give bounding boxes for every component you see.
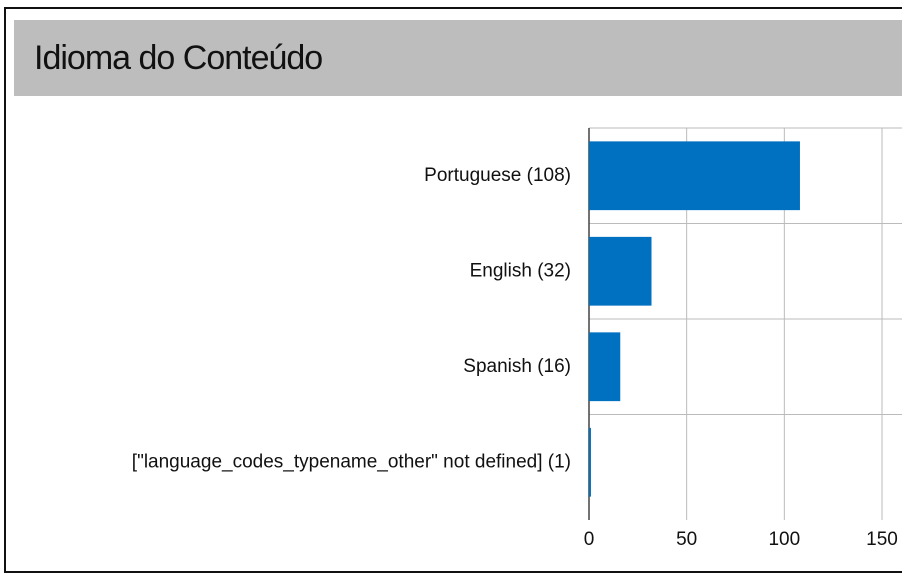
x-tick-label: 0 xyxy=(584,529,595,550)
x-tick-label: 100 xyxy=(768,529,800,550)
panel-header xyxy=(14,20,902,96)
bar xyxy=(589,236,652,306)
y-tick-label: English (32) xyxy=(470,260,571,281)
bar xyxy=(589,332,621,402)
bar xyxy=(589,141,800,211)
x-tick-label: 50 xyxy=(676,529,697,550)
panel-title: Idioma do Conteúdo xyxy=(34,39,322,77)
bar xyxy=(589,427,591,497)
panel-border xyxy=(4,7,902,573)
y-tick-label: Spanish (16) xyxy=(463,356,571,377)
x-tick-label: 150 xyxy=(866,529,898,550)
y-tick-label: Portuguese (108) xyxy=(424,165,571,186)
y-tick-label: ["language_codes_typename_other" not def… xyxy=(132,451,571,472)
